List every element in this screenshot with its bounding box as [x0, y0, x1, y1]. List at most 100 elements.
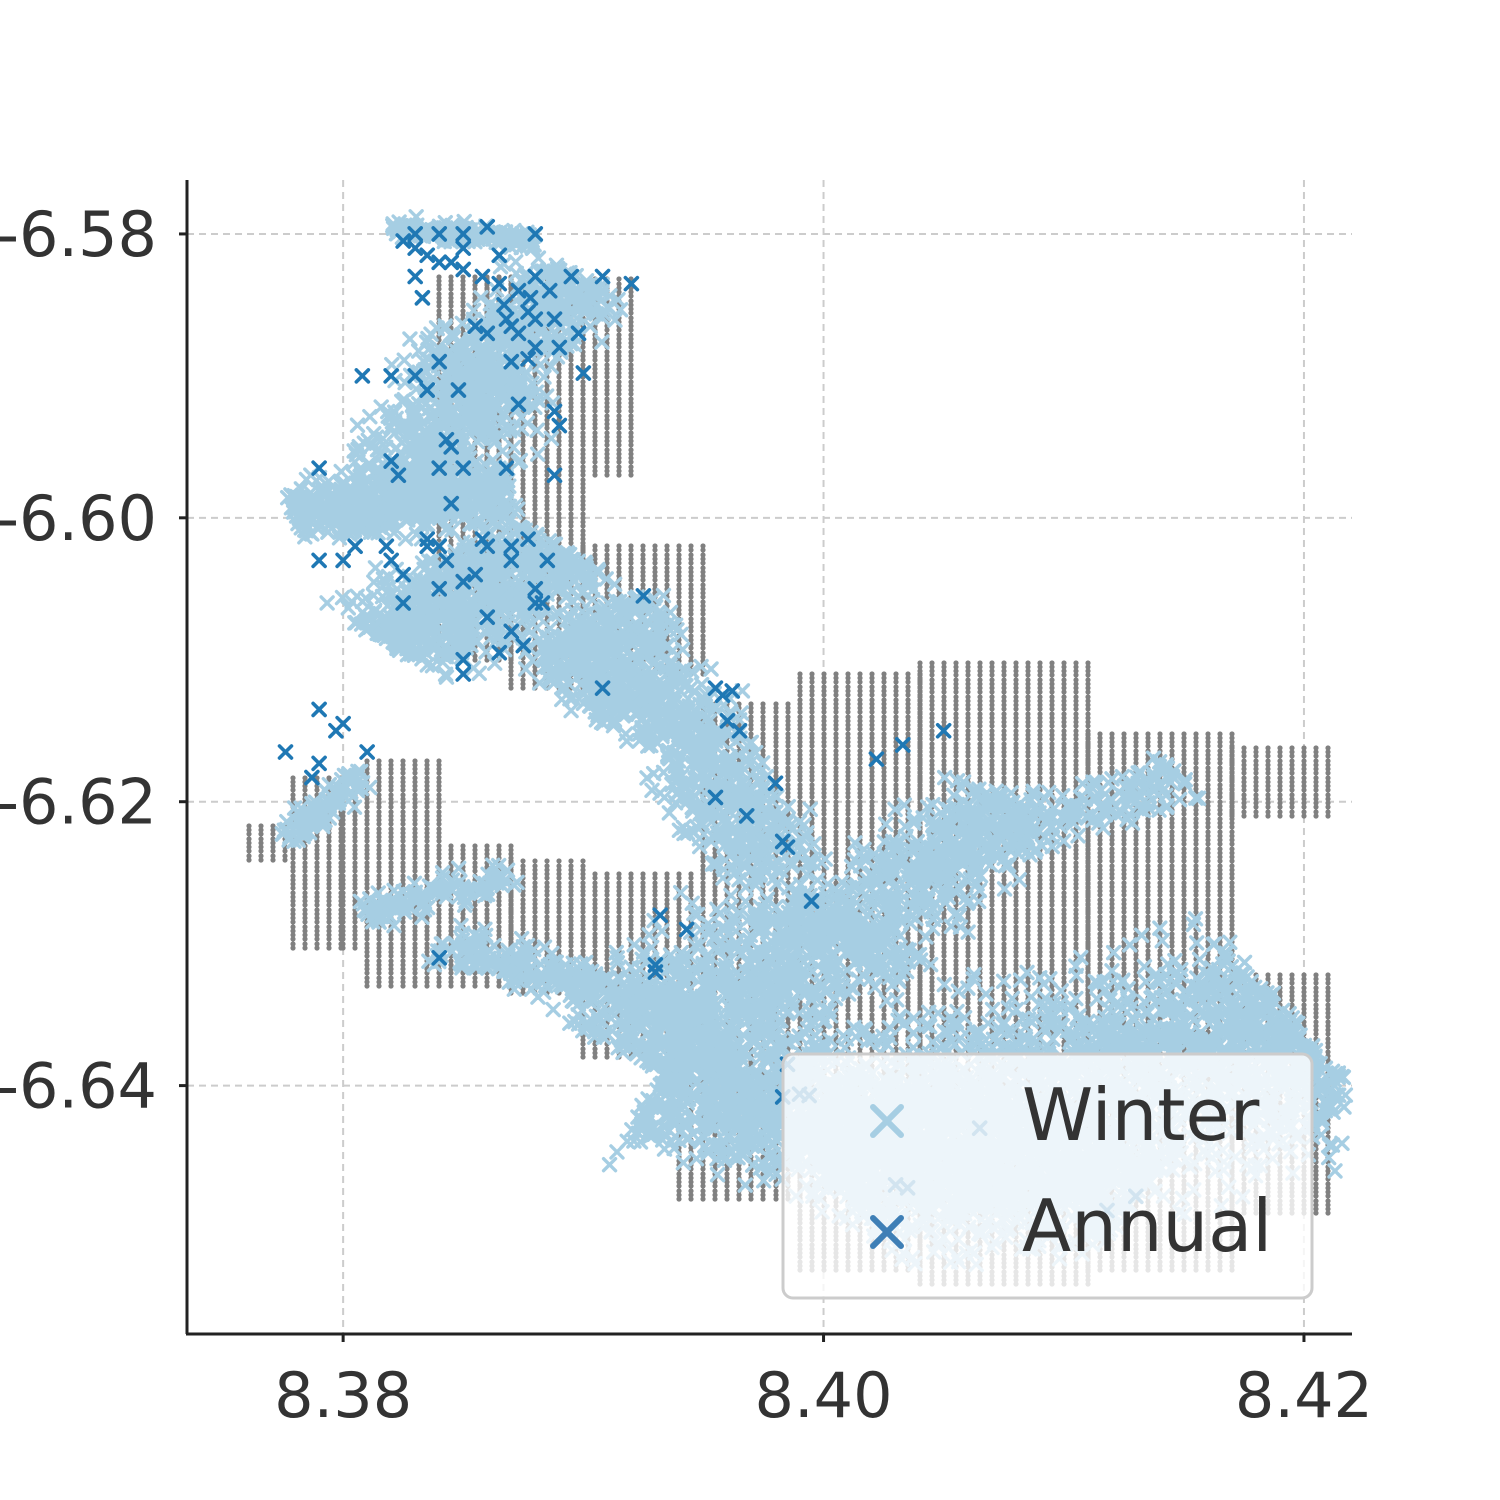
grid-point — [809, 765, 815, 771]
grid-point — [314, 894, 320, 900]
grid-point — [412, 860, 418, 866]
grid-point — [604, 931, 610, 937]
grid-point — [436, 308, 442, 314]
grid-point — [258, 848, 264, 854]
grid-point — [270, 831, 276, 837]
grid-point — [448, 924, 454, 930]
grid-point — [258, 836, 264, 842]
grid-point — [580, 543, 586, 549]
grid-point — [302, 932, 308, 938]
grid-point — [628, 464, 634, 470]
grid-point — [628, 552, 634, 558]
grid-point — [448, 907, 454, 913]
grid-point — [508, 843, 514, 849]
grid-point — [616, 931, 622, 937]
grid-point — [424, 941, 430, 947]
grid-point — [376, 843, 382, 849]
grid-point — [676, 871, 682, 877]
grid-point — [314, 911, 320, 917]
grid-point — [532, 511, 538, 517]
grid-point — [376, 834, 382, 840]
grid-point — [290, 860, 296, 866]
grid-point — [436, 809, 442, 815]
grid-point — [773, 748, 779, 754]
grid-point — [821, 748, 827, 754]
grid-point — [616, 430, 622, 436]
grid-point — [302, 881, 308, 887]
grid-point — [496, 924, 502, 930]
grid-point — [388, 809, 394, 815]
grid-point — [364, 800, 370, 806]
grid-point — [302, 787, 308, 793]
grid-point — [532, 477, 538, 483]
grid-point — [436, 924, 442, 930]
grid-point — [340, 907, 346, 913]
grid-point — [652, 880, 658, 886]
grid-point — [748, 714, 754, 720]
grid-point — [821, 816, 827, 822]
grid-point — [580, 931, 586, 937]
grid-point — [604, 430, 610, 436]
grid-point — [352, 868, 358, 874]
grid-point — [460, 274, 466, 280]
grid-point — [628, 931, 634, 937]
grid-point — [412, 775, 418, 781]
grid-point — [340, 924, 346, 930]
grid-point — [436, 792, 442, 798]
grid-point — [628, 430, 634, 436]
grid-point — [508, 660, 514, 666]
grid-point — [556, 858, 562, 864]
grid-point — [314, 873, 320, 879]
grid-point — [568, 362, 574, 368]
grid-point — [773, 897, 779, 903]
grid-point — [592, 931, 598, 937]
grid-point — [436, 274, 442, 280]
grid-point — [424, 775, 430, 781]
grid-point — [290, 936, 296, 942]
grid-point — [748, 731, 754, 737]
grid-point — [376, 758, 382, 764]
grid-point — [797, 782, 803, 788]
grid-point — [580, 494, 586, 500]
grid-point — [448, 274, 454, 280]
grid-point — [290, 877, 296, 883]
grid-point — [688, 1171, 694, 1177]
grid-point — [412, 941, 418, 947]
grid-point — [302, 915, 308, 921]
grid-point — [388, 860, 394, 866]
grid-point — [604, 1046, 610, 1052]
grid-point — [326, 851, 332, 857]
grid-point — [326, 945, 332, 951]
grid-point — [364, 758, 370, 764]
grid-point — [376, 809, 382, 815]
grid-point — [592, 948, 598, 954]
grid-point — [785, 765, 791, 771]
grid-point — [340, 928, 346, 934]
grid-point — [568, 858, 574, 864]
grid-point — [628, 379, 634, 385]
grid-point — [616, 880, 622, 886]
grid-point — [290, 941, 296, 947]
grid-point — [436, 975, 442, 981]
grid-point — [628, 897, 634, 903]
grid-point — [616, 897, 622, 903]
grid-point — [376, 958, 382, 964]
grid-point — [352, 928, 358, 934]
grid-point — [326, 898, 332, 904]
grid-point — [640, 897, 646, 903]
grid-point — [340, 860, 346, 866]
grid-point — [652, 582, 658, 588]
grid-point — [580, 413, 586, 419]
grid-point — [556, 914, 562, 920]
grid-point — [700, 633, 706, 639]
grid-point — [314, 881, 320, 887]
grid-point — [773, 1188, 779, 1194]
grid-point — [604, 379, 610, 385]
grid-point — [628, 447, 634, 453]
grid-point — [448, 538, 454, 544]
grid-point — [797, 748, 803, 754]
grid-point — [424, 758, 430, 764]
grid-point — [340, 813, 346, 819]
grid-point — [376, 851, 382, 857]
grid-point — [340, 936, 346, 942]
